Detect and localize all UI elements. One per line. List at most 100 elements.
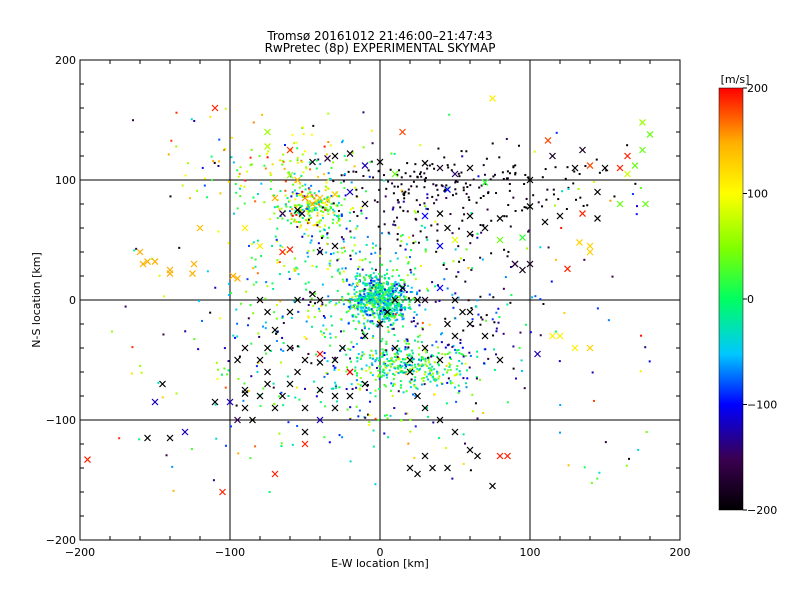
y-tick-label: 0 — [69, 294, 76, 307]
scatter-dot — [335, 302, 338, 305]
scatter-dot — [495, 311, 498, 314]
cross-stroke — [331, 356, 339, 364]
cross-marker — [436, 164, 444, 172]
scatter-dot — [345, 388, 348, 391]
scatter-dot — [402, 391, 405, 394]
scatter-dot — [400, 360, 403, 363]
scatter-dot — [402, 290, 405, 293]
scatter-dot — [364, 309, 367, 312]
scatter-dot — [380, 286, 383, 289]
scatter-dot — [402, 193, 405, 196]
scatter-dot — [331, 222, 334, 225]
scatter-dot — [481, 318, 484, 321]
scatter-dot — [372, 299, 375, 302]
scatter-dot — [377, 369, 380, 372]
scatter-dot — [454, 292, 457, 295]
scatter-dot — [364, 296, 367, 299]
scatter-dot — [493, 369, 496, 372]
cross-marker — [642, 200, 649, 208]
scatter-dot — [305, 337, 308, 340]
scatter-dot — [395, 359, 398, 362]
scatter-dot — [313, 192, 316, 195]
scatter-dot — [419, 144, 422, 147]
scatter-dot — [457, 391, 460, 394]
scatter-dot — [351, 152, 354, 155]
scatter-dot — [278, 432, 281, 435]
scatter-dot — [445, 268, 448, 271]
scatter-dot — [404, 412, 407, 415]
scatter-dot — [350, 360, 353, 363]
scatter-dot — [403, 192, 406, 195]
scatter-dot — [310, 133, 313, 136]
cross-marker — [399, 284, 406, 292]
scatter-dot — [298, 345, 301, 348]
scatter-dot — [405, 370, 408, 373]
scatter-dot — [279, 190, 282, 193]
scatter-dot — [420, 383, 423, 386]
scatter-dot — [390, 357, 393, 360]
scatter-dot — [329, 144, 332, 147]
cross-stroke — [256, 296, 264, 304]
scatter-dot — [424, 349, 427, 352]
scatter-dot — [469, 354, 472, 357]
scatter-dot — [224, 386, 227, 389]
cross-stroke — [436, 356, 444, 364]
scatter-dot — [467, 267, 470, 270]
scatter-dot — [436, 223, 439, 226]
scatter-dot — [307, 255, 310, 258]
scatter-dot — [404, 366, 407, 369]
scatter-dot — [430, 353, 433, 356]
scatter-dot — [350, 383, 353, 386]
cross-stroke — [414, 470, 421, 478]
scatter-dot — [336, 259, 339, 262]
scatter-dot — [412, 358, 415, 361]
scatter-dot — [359, 376, 362, 379]
scatter-dot — [368, 286, 371, 289]
scatter-dot — [404, 358, 407, 361]
scatter-dot — [326, 196, 329, 199]
scatter-dot — [300, 204, 303, 207]
scatter-dot — [441, 382, 444, 385]
scatter-dot — [377, 278, 380, 281]
scatter-dot — [381, 348, 384, 351]
scatter-dot — [377, 418, 380, 421]
scatter-dot — [413, 384, 416, 387]
scatter-dot — [411, 291, 414, 294]
scatter-dot — [370, 321, 373, 324]
scatter-dot — [386, 302, 389, 305]
scatter-dot — [407, 260, 410, 263]
cross-stroke — [496, 236, 504, 244]
scatter-dot — [317, 158, 320, 161]
scatter-dot — [365, 274, 368, 277]
scatter-dot — [323, 206, 326, 209]
scatter-dot — [265, 281, 268, 284]
scatter-dot — [301, 126, 304, 129]
scatter-dot — [399, 306, 402, 309]
scatter-dot — [531, 296, 534, 299]
scatter-dot — [350, 298, 353, 301]
cross-stroke — [211, 398, 219, 406]
scatter-dot — [521, 209, 524, 212]
scatter-dot — [342, 270, 345, 273]
cross-marker — [586, 242, 594, 250]
scatter-dot — [508, 189, 511, 192]
cross-stroke — [298, 210, 306, 218]
scatter-dot — [414, 211, 417, 214]
scatter-dot — [308, 214, 311, 217]
scatter-dot — [383, 174, 386, 177]
scatter-dot — [401, 313, 404, 316]
scatter-dot — [319, 219, 322, 222]
scatter-dot — [412, 393, 415, 396]
scatter-dot — [357, 353, 360, 356]
scatter-dot — [365, 217, 368, 220]
scatter-dot — [213, 161, 216, 164]
scatter-dot — [358, 280, 361, 283]
scatter-dot — [403, 197, 406, 200]
cross-marker — [294, 206, 301, 214]
cross-marker — [264, 368, 271, 376]
cross-marker — [264, 344, 271, 352]
scatter-dot — [369, 392, 372, 395]
scatter-dot — [378, 305, 381, 308]
scatter-dot — [363, 276, 366, 279]
scatter-dot — [336, 269, 339, 272]
